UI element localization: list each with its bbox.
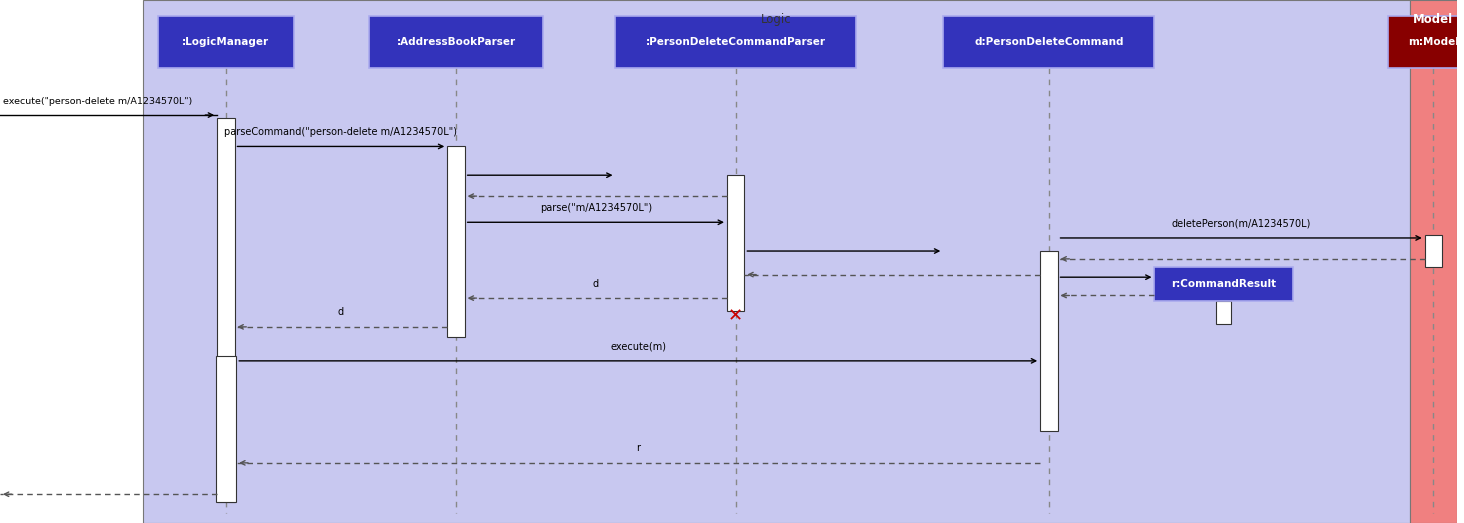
Text: execute("person-delete m/A1234570L"): execute("person-delete m/A1234570L") <box>3 97 192 106</box>
Bar <box>1039 251 1057 431</box>
Bar <box>1217 301 1231 324</box>
Bar <box>215 356 236 502</box>
Text: parse("m/A1234570L"): parse("m/A1234570L") <box>540 203 651 213</box>
Bar <box>158 16 293 68</box>
Text: d: d <box>338 308 344 317</box>
Text: Logic: Logic <box>761 13 792 26</box>
Text: parseCommand("person-delete m/A1234570L"): parseCommand("person-delete m/A1234570L"… <box>224 127 457 137</box>
Text: :AddressBookParser: :AddressBookParser <box>397 37 515 47</box>
Bar <box>943 16 1155 68</box>
Text: Model: Model <box>1413 13 1454 26</box>
Text: execute(m): execute(m) <box>610 342 666 351</box>
Bar <box>1410 0 1457 523</box>
Text: deletePerson(m/A1234570L): deletePerson(m/A1234570L) <box>1171 219 1310 229</box>
Bar <box>447 146 464 337</box>
Bar <box>1424 235 1442 267</box>
Text: d: d <box>593 279 599 289</box>
Text: r: r <box>637 444 640 453</box>
Bar <box>1388 16 1464 68</box>
Bar <box>1155 267 1293 301</box>
Bar <box>143 0 1410 523</box>
Text: :LogicManager: :LogicManager <box>182 37 269 47</box>
Bar <box>217 118 234 502</box>
Text: r:CommandResult: r:CommandResult <box>1171 279 1277 289</box>
Bar <box>369 16 543 68</box>
Text: d:PersonDeleteCommand: d:PersonDeleteCommand <box>974 37 1123 47</box>
Bar <box>615 16 856 68</box>
Text: m:Model: m:Model <box>1408 37 1458 47</box>
Text: ✕: ✕ <box>728 308 744 325</box>
Text: :PersonDeleteCommandParser: :PersonDeleteCommandParser <box>646 37 826 47</box>
Bar <box>728 175 744 311</box>
